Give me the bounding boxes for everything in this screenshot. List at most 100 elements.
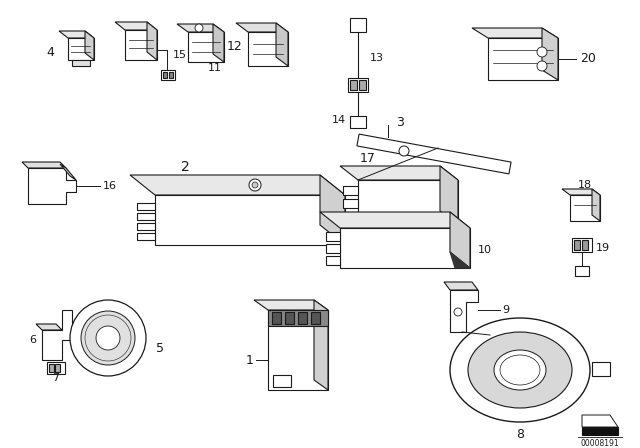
Circle shape <box>96 326 120 350</box>
Bar <box>161 70 175 80</box>
Polygon shape <box>326 232 340 241</box>
Polygon shape <box>542 28 558 80</box>
Polygon shape <box>236 23 288 32</box>
Polygon shape <box>254 300 328 310</box>
Bar <box>273 375 291 387</box>
Polygon shape <box>343 212 358 221</box>
Bar <box>350 18 366 32</box>
Polygon shape <box>440 166 458 225</box>
Polygon shape <box>68 38 94 60</box>
Text: 16: 16 <box>103 181 117 191</box>
Ellipse shape <box>468 332 572 408</box>
Polygon shape <box>444 282 478 290</box>
Polygon shape <box>22 162 66 168</box>
Text: 7: 7 <box>52 373 60 383</box>
Text: 4: 4 <box>46 47 54 60</box>
Text: 00008191: 00008191 <box>580 439 620 448</box>
Polygon shape <box>314 300 328 390</box>
Bar <box>285 312 294 324</box>
Text: 11: 11 <box>208 63 222 73</box>
Polygon shape <box>562 189 600 195</box>
Polygon shape <box>472 28 558 38</box>
Circle shape <box>81 311 135 365</box>
Bar <box>47 362 65 374</box>
Polygon shape <box>137 233 155 240</box>
Text: 8: 8 <box>516 427 524 440</box>
Bar <box>574 240 580 250</box>
Circle shape <box>252 182 258 188</box>
Polygon shape <box>450 212 470 268</box>
Ellipse shape <box>494 350 546 390</box>
Text: 17: 17 <box>360 151 376 164</box>
Bar <box>348 78 368 92</box>
Text: 3: 3 <box>396 116 404 129</box>
Polygon shape <box>326 256 340 265</box>
Circle shape <box>454 308 462 316</box>
Polygon shape <box>570 195 600 221</box>
Text: 14: 14 <box>332 115 346 125</box>
Polygon shape <box>358 180 458 225</box>
Text: 18: 18 <box>578 180 592 190</box>
Bar <box>268 310 328 326</box>
Polygon shape <box>115 22 157 30</box>
Bar <box>272 312 281 324</box>
Text: 12: 12 <box>227 40 242 53</box>
Polygon shape <box>85 31 94 60</box>
Bar <box>298 312 307 324</box>
Polygon shape <box>326 244 340 253</box>
Polygon shape <box>343 199 358 208</box>
Polygon shape <box>28 168 76 204</box>
Polygon shape <box>177 24 224 32</box>
Bar <box>572 238 592 252</box>
Polygon shape <box>72 60 90 66</box>
Text: 15: 15 <box>173 50 187 60</box>
Polygon shape <box>125 30 157 60</box>
Text: 19: 19 <box>596 243 610 253</box>
Bar <box>575 266 589 276</box>
Polygon shape <box>488 38 558 80</box>
Circle shape <box>195 24 203 32</box>
Circle shape <box>70 300 146 376</box>
Text: 9: 9 <box>502 305 509 315</box>
Ellipse shape <box>450 318 590 422</box>
Polygon shape <box>582 415 618 427</box>
Polygon shape <box>320 212 470 228</box>
Circle shape <box>537 61 547 71</box>
Polygon shape <box>357 134 511 174</box>
Bar <box>592 362 610 376</box>
Bar <box>55 364 60 372</box>
Polygon shape <box>130 175 345 195</box>
Polygon shape <box>213 24 224 62</box>
Polygon shape <box>42 310 72 360</box>
Polygon shape <box>343 186 358 195</box>
Polygon shape <box>450 252 470 268</box>
Polygon shape <box>137 213 155 220</box>
Polygon shape <box>155 195 345 245</box>
Circle shape <box>399 146 409 156</box>
Bar <box>350 116 366 128</box>
Bar <box>350 80 357 90</box>
Circle shape <box>537 47 547 57</box>
Polygon shape <box>137 203 155 210</box>
Text: 1: 1 <box>246 353 254 366</box>
Text: 13: 13 <box>370 53 384 63</box>
Polygon shape <box>59 31 94 38</box>
Polygon shape <box>248 32 288 66</box>
Bar <box>359 80 366 90</box>
Text: 2: 2 <box>180 160 189 174</box>
Polygon shape <box>276 23 288 66</box>
Polygon shape <box>582 427 618 435</box>
Polygon shape <box>450 290 478 332</box>
Polygon shape <box>268 310 328 390</box>
Bar <box>163 72 167 78</box>
Polygon shape <box>147 22 157 60</box>
Bar <box>49 364 54 372</box>
Text: 20: 20 <box>580 52 596 65</box>
Bar <box>582 240 588 250</box>
Bar <box>169 72 173 78</box>
Polygon shape <box>36 324 62 330</box>
Text: 6: 6 <box>29 335 36 345</box>
Circle shape <box>249 179 261 191</box>
Text: 10: 10 <box>478 245 492 255</box>
Polygon shape <box>188 32 224 62</box>
